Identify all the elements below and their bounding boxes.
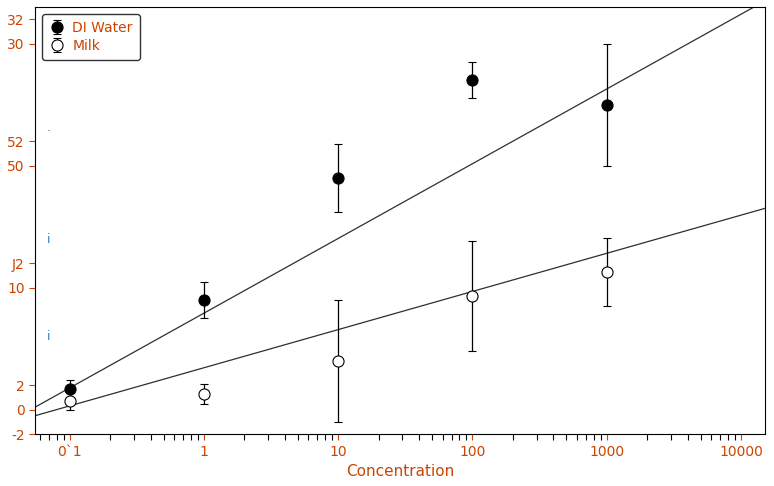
X-axis label: Concentration: Concentration (346, 464, 454, 479)
Legend: DI Water, Milk: DI Water, Milk (42, 14, 140, 60)
Text: i: i (46, 330, 50, 343)
Text: .: . (46, 121, 50, 134)
Text: i: i (46, 233, 50, 246)
